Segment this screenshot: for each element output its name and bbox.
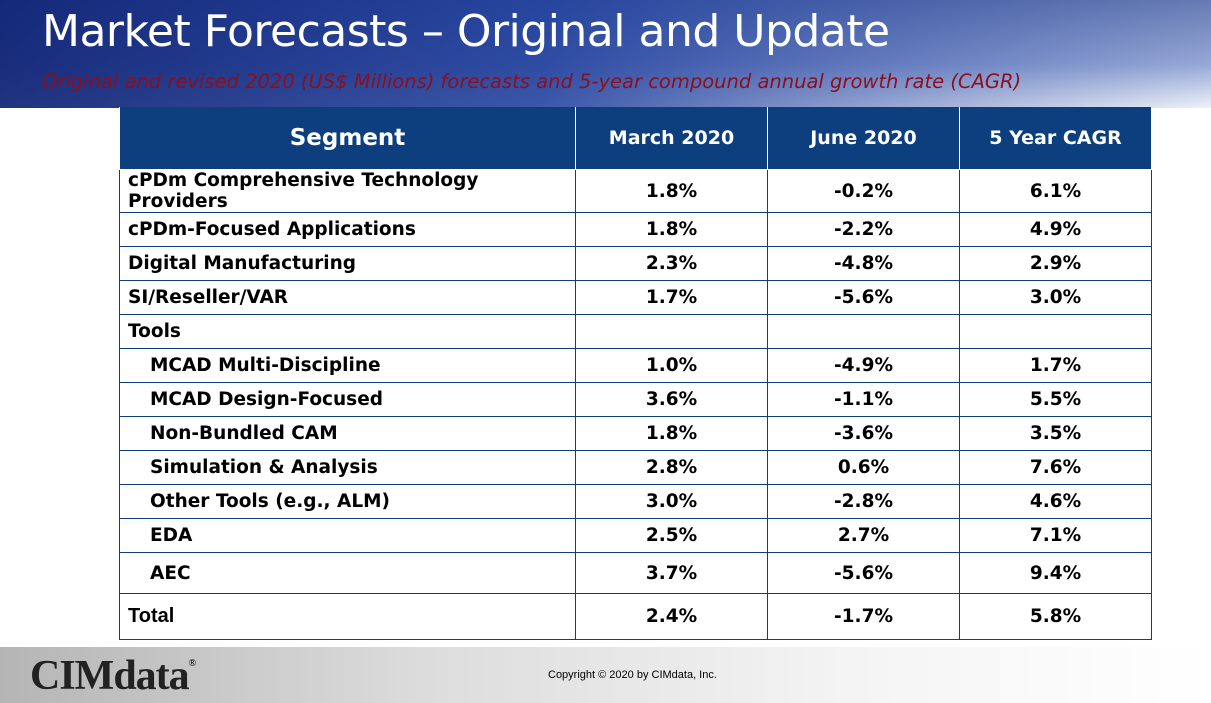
table-row: SI/Reseller/VAR 1.7% -5.6% 3.0%: [119, 280, 1152, 315]
june-cell: -5.6%: [767, 280, 960, 315]
cagr-cell: 4.9%: [959, 212, 1152, 247]
table-row: Non-Bundled CAM 1.8% -3.6% 3.5%: [119, 416, 1152, 451]
table-header-row: Segment March 2020 June 2020 5 Year CAGR: [119, 107, 1152, 170]
header-band: [0, 0, 1211, 108]
cagr-cell: 5.5%: [959, 382, 1152, 417]
segment-cell: Digital Manufacturing: [119, 246, 576, 281]
june-cell: -4.8%: [767, 246, 960, 281]
cagr-cell: 1.7%: [959, 348, 1152, 383]
segment-cell: MCAD Design-Focused: [119, 382, 576, 417]
segment-cell: SI/Reseller/VAR: [119, 280, 576, 315]
segment-cell: MCAD Multi-Discipline: [119, 348, 576, 383]
march-cell: 2.4%: [575, 593, 768, 640]
table-row: Simulation & Analysis 2.8% 0.6% 7.6%: [119, 450, 1152, 485]
cagr-cell: 5.8%: [959, 593, 1152, 640]
cagr-cell: 7.1%: [959, 518, 1152, 553]
march-cell: 1.8%: [575, 169, 768, 213]
segment-cell: AEC: [119, 552, 576, 594]
june-cell: 0.6%: [767, 450, 960, 485]
table-row: cPDm-Focused Applications 1.8% -2.2% 4.9…: [119, 212, 1152, 247]
cagr-cell: 9.4%: [959, 552, 1152, 594]
header-cagr: 5 Year CAGR: [959, 107, 1152, 170]
segment-cell: Tools: [119, 314, 576, 349]
march-cell: 3.7%: [575, 552, 768, 594]
segment-cell: EDA: [119, 518, 576, 553]
march-cell: 1.8%: [575, 212, 768, 247]
table-row: Other Tools (e.g., ALM) 3.0% -2.8% 4.6%: [119, 484, 1152, 519]
page-title: Market Forecasts – Original and Update: [42, 6, 890, 57]
copyright-text: Copyright © 2020 by CIMdata, Inc.: [548, 669, 717, 681]
table-row: MCAD Multi-Discipline 1.0% -4.9% 1.7%: [119, 348, 1152, 383]
june-cell: -0.2%: [767, 169, 960, 213]
cagr-cell: 4.6%: [959, 484, 1152, 519]
june-cell: -1.7%: [767, 593, 960, 640]
march-cell: 3.0%: [575, 484, 768, 519]
table-total-row: Total 2.4% -1.7% 5.8%: [119, 593, 1152, 640]
march-cell: 1.7%: [575, 280, 768, 315]
march-cell: [575, 314, 768, 349]
header-june-2020: June 2020: [767, 107, 960, 170]
segment-cell: Total: [119, 593, 576, 640]
segment-cell: Simulation & Analysis: [119, 450, 576, 485]
cagr-cell: 7.6%: [959, 450, 1152, 485]
june-cell: -5.6%: [767, 552, 960, 594]
header-march-2020: March 2020: [575, 107, 768, 170]
june-cell: -1.1%: [767, 382, 960, 417]
cagr-cell: 3.5%: [959, 416, 1152, 451]
page-subtitle: Original and revised 2020 (US$ Millions)…: [42, 70, 1022, 93]
registered-mark: ®: [188, 658, 197, 669]
march-cell: 1.8%: [575, 416, 768, 451]
cagr-cell: 2.9%: [959, 246, 1152, 281]
forecast-table: Segment March 2020 June 2020 5 Year CAGR…: [119, 107, 1152, 640]
segment-cell: Non-Bundled CAM: [119, 416, 576, 451]
cagr-cell: 3.0%: [959, 280, 1152, 315]
segment-cell: cPDm Comprehensive Technology Providers: [119, 169, 576, 213]
june-cell: -3.6%: [767, 416, 960, 451]
cagr-cell: [959, 314, 1152, 349]
logo-text: CIMdata: [30, 653, 190, 699]
june-cell: -2.2%: [767, 212, 960, 247]
table-row: EDA 2.5% 2.7% 7.1%: [119, 518, 1152, 553]
june-cell: -4.9%: [767, 348, 960, 383]
segment-cell: cPDm-Focused Applications: [119, 212, 576, 247]
table-row: Tools: [119, 314, 1152, 349]
table-row: AEC 3.7% -5.6% 9.4%: [119, 552, 1152, 594]
footer-band: [0, 647, 1211, 703]
march-cell: 2.8%: [575, 450, 768, 485]
table-row: cPDm Comprehensive Technology Providers …: [119, 169, 1152, 213]
table-row: Digital Manufacturing 2.3% -4.8% 2.9%: [119, 246, 1152, 281]
march-cell: 2.5%: [575, 518, 768, 553]
cimdata-logo: CIMdata®: [30, 652, 197, 700]
header-segment: Segment: [119, 107, 576, 170]
march-cell: 3.6%: [575, 382, 768, 417]
segment-cell: Other Tools (e.g., ALM): [119, 484, 576, 519]
june-cell: [767, 314, 960, 349]
march-cell: 2.3%: [575, 246, 768, 281]
table-row: MCAD Design-Focused 3.6% -1.1% 5.5%: [119, 382, 1152, 417]
cagr-cell: 6.1%: [959, 169, 1152, 213]
june-cell: 2.7%: [767, 518, 960, 553]
march-cell: 1.0%: [575, 348, 768, 383]
june-cell: -2.8%: [767, 484, 960, 519]
